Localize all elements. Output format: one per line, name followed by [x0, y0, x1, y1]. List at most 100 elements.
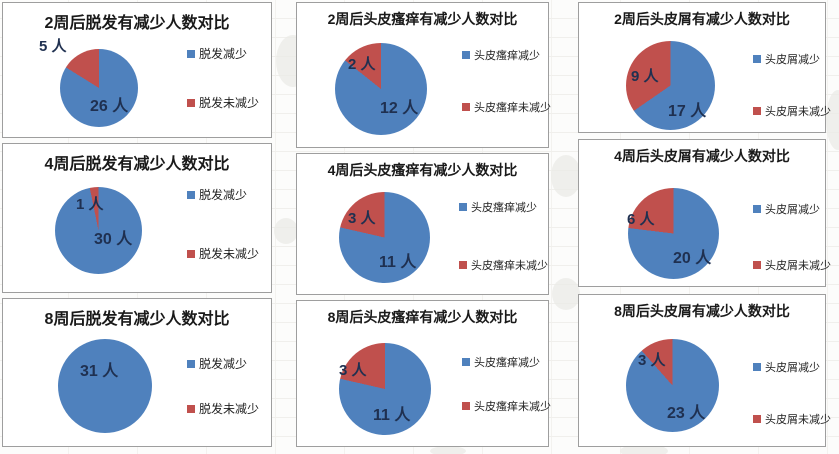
legend-label: 脱发减少 [199, 188, 248, 202]
chart-legend: 头皮屑减少 头皮屑未减少 [753, 359, 831, 427]
pie-chart [60, 49, 138, 127]
blue-slice-label: 11 人 [373, 407, 411, 424]
legend-swatch-red [753, 261, 761, 269]
legend-swatch-blue [187, 359, 195, 368]
legend-swatch-blue [462, 51, 470, 59]
legend-item: 脱发未减少 [187, 400, 259, 417]
legend-label: 头皮屑减少 [765, 204, 820, 216]
legend-label: 脱发未减少 [199, 402, 260, 416]
watermark-blob [430, 446, 466, 454]
pie-chart [339, 192, 430, 283]
legend-swatch-blue [462, 358, 470, 366]
red-slice-label: 3 人 [638, 352, 666, 369]
blue-slice-label: 12 人 [380, 100, 419, 117]
legend-item: 头皮瘙痒未减少 [459, 257, 548, 273]
legend-label: 头皮屑未减少 [765, 414, 831, 426]
legend-label: 头皮屑减少 [765, 54, 820, 66]
blue-slice-label: 30 人 [94, 231, 133, 248]
legend-swatch-blue [459, 203, 467, 211]
chart-title: 2周后头皮屑有减少人数对比 [614, 11, 790, 27]
legend-label: 脱发未减少 [199, 247, 260, 261]
chart-legend: 脱发减少 脱发未减少 [187, 355, 259, 417]
chart-title: 8周后头皮屑有减少人数对比 [614, 303, 790, 319]
watermark-blob [826, 90, 839, 150]
pie-chart [335, 43, 427, 135]
pie-chart-panel-dandruff-4w[interactable]: 4周后头皮屑有减少人数对比 6 人 20 人 头皮屑减少 头皮屑未减少 [578, 139, 831, 287]
legend-swatch-blue [187, 190, 195, 199]
legend-label: 头皮瘙痒减少 [474, 50, 540, 62]
chart-legend: 头皮屑减少 头皮屑未减少 [753, 201, 831, 273]
pie-chart-panel-itch-2w[interactable]: 2周后头皮瘙痒有减少人数对比 2 人 12 人 头皮瘙痒减少 头皮瘙痒未减少 [296, 2, 551, 148]
legend-label: 头皮瘙痒未减少 [474, 102, 551, 114]
legend-item: 头皮屑减少 [753, 201, 831, 217]
red-slice-label: 2 人 [348, 56, 376, 73]
legend-item: 脱发减少 [187, 186, 259, 203]
legend-item: 头皮瘙痒未减少 [462, 398, 551, 414]
chart-title: 4周后脱发有减少人数对比 [44, 156, 230, 173]
chart-title: 4周后头皮瘙痒有减少人数对比 [327, 162, 518, 178]
legend-item: 脱发减少 [187, 45, 259, 62]
red-slice-label: 5 人 [39, 38, 67, 55]
chart-legend: 头皮屑减少 头皮屑未减少 [753, 51, 831, 119]
pie-chart [626, 41, 715, 130]
chart-title: 4周后头皮屑有减少人数对比 [614, 148, 790, 164]
legend-label: 脱发减少 [199, 357, 248, 371]
pie-chart-panel-hairloss-2w[interactable]: 2周后脱发有减少人数对比 5 人 26 人 脱发减少 脱发未减少 [2, 2, 272, 138]
blue-slice-label: 31 人 [80, 363, 119, 380]
legend-label: 头皮屑未减少 [765, 106, 831, 118]
blue-slice-label: 17 人 [668, 103, 707, 120]
legend-item: 头皮瘙痒未减少 [462, 99, 551, 115]
watermark-blob [274, 218, 298, 244]
pie-chart [628, 188, 719, 279]
legend-item: 头皮屑减少 [753, 359, 831, 375]
pie-chart-panel-hairloss-4w[interactable]: 4周后脱发有减少人数对比 1 人 30 人 脱发减少 脱发未减少 [2, 143, 272, 293]
chart-title: 2周后脱发有减少人数对比 [44, 15, 230, 32]
chart-legend: 头皮瘙痒减少 头皮瘙痒未减少 [462, 47, 551, 115]
red-slice-label: 9 人 [631, 68, 659, 85]
red-slice-label: 3 人 [348, 210, 376, 227]
red-slice-label: 1 人 [76, 196, 104, 213]
red-slice-label: 3 人 [339, 362, 367, 379]
legend-swatch-red [187, 404, 195, 413]
legend-label: 头皮屑未减少 [765, 260, 831, 272]
chart-title: 2周后头皮瘙痒有减少人数对比 [327, 11, 518, 27]
legend-swatch-blue [753, 363, 761, 371]
legend-swatch-red [187, 98, 195, 107]
legend-swatch-red [753, 415, 761, 423]
pie-chart-panel-hairloss-8w[interactable]: 8周后脱发有减少人数对比 31 人 脱发减少 脱发未减少 [2, 298, 272, 447]
blue-slice-label: 11 人 [379, 254, 417, 271]
legend-label: 头皮瘙痒未减少 [474, 401, 551, 413]
pie-chart [626, 339, 719, 432]
chart-legend: 头皮瘙痒减少 头皮瘙痒未减少 [459, 199, 548, 273]
legend-item: 头皮屑未减少 [753, 103, 831, 119]
legend-item: 头皮瘙痒减少 [459, 199, 548, 215]
blue-slice-label: 23 人 [667, 405, 706, 422]
legend-item: 脱发未减少 [187, 94, 259, 111]
pie-chart-panel-dandruff-8w[interactable]: 8周后头皮屑有减少人数对比 3 人 23 人 头皮屑减少 头皮屑未减少 [578, 294, 831, 447]
chart-legend: 脱发减少 脱发未减少 [187, 186, 259, 262]
legend-label: 脱发未减少 [199, 96, 260, 110]
legend-item: 头皮屑未减少 [753, 257, 831, 273]
legend-item: 头皮屑未减少 [753, 411, 831, 427]
chart-legend: 脱发减少 脱发未减少 [187, 45, 259, 111]
red-slice-label: 6 人 [627, 211, 655, 228]
legend-item: 头皮瘙痒减少 [462, 354, 551, 370]
blue-slice-label: 20 人 [673, 250, 712, 267]
pie-chart-panel-itch-4w[interactable]: 4周后头皮瘙痒有减少人数对比 3 人 11 人 头皮瘙痒减少 头皮瘙痒未减少 [296, 153, 549, 295]
legend-swatch-red [753, 107, 761, 115]
chart-legend: 头皮瘙痒减少 头皮瘙痒未减少 [462, 354, 551, 414]
legend-label: 头皮瘙痒减少 [471, 202, 537, 214]
blue-slice-label: 26 人 [90, 98, 129, 115]
legend-item: 脱发未减少 [187, 245, 259, 262]
watermark-blob [552, 278, 580, 310]
legend-label: 头皮屑减少 [765, 362, 820, 374]
legend-swatch-blue [187, 49, 195, 58]
pie-chart [58, 339, 152, 433]
legend-swatch-red [462, 402, 470, 410]
legend-swatch-red [187, 249, 195, 258]
legend-label: 头皮瘙痒未减少 [471, 260, 548, 272]
pie-chart [55, 187, 142, 274]
pie-chart-panel-itch-8w[interactable]: 8周后头皮瘙痒有减少人数对比 3 人 11 人 头皮瘙痒减少 头皮瘙痒未减少 [296, 300, 551, 447]
pie-chart-panel-dandruff-2w[interactable]: 2周后头皮屑有减少人数对比 9 人 17 人 头皮屑减少 头皮屑未减少 [578, 2, 831, 133]
